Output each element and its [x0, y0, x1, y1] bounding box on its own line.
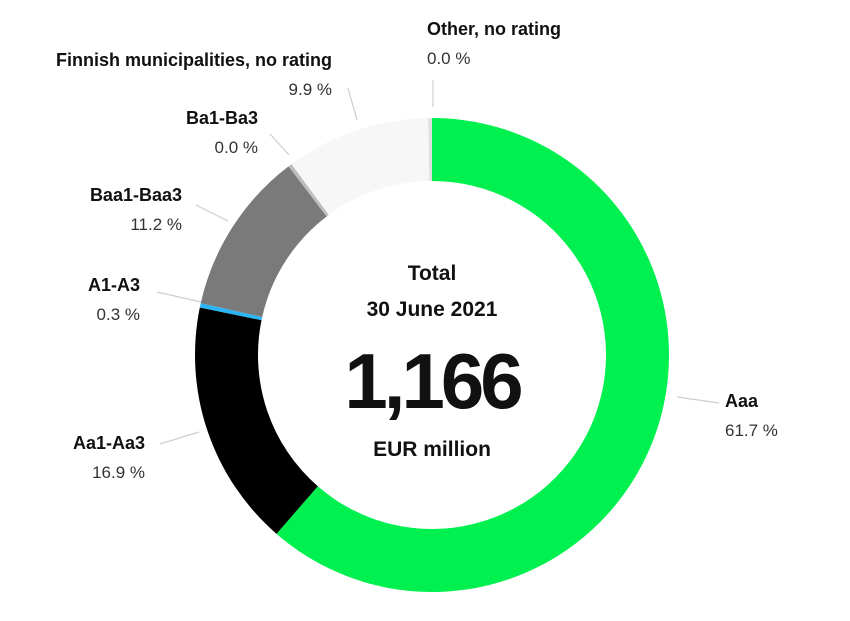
slice-ba1-ba3 — [288, 164, 329, 217]
slice-baa1-baa3 — [200, 166, 327, 317]
slice-finnish-municipalities — [291, 118, 430, 215]
center-total-value: 1,166 — [344, 337, 521, 425]
slice-label-other-no-rating: Other, no rating — [427, 19, 561, 39]
slice-value-ba1-ba3: 0.0 % — [215, 138, 258, 157]
slice-label-aaa: Aaa — [725, 391, 759, 411]
slice-value-baa1-baa3: 11.2 % — [130, 215, 182, 234]
donut-slices — [194, 118, 669, 592]
leader-line-a1-a3 — [156, 291, 202, 303]
slice-a1-a3 — [199, 303, 263, 321]
leader-line-ba1-ba3 — [269, 133, 290, 156]
leader-line-finnish-municipalities — [347, 87, 358, 121]
slice-aa1-aa3 — [194, 307, 318, 534]
slice-value-other-no-rating: 0.0 % — [427, 49, 470, 68]
slice-label-ba1-ba3: Ba1-Ba3 — [186, 108, 258, 128]
center-title-line2: 30 June 2021 — [367, 298, 498, 321]
slice-other-no-rating — [428, 118, 432, 182]
center-block: Total 30 June 2021 1,166 EUR million — [344, 262, 525, 461]
leader-lines — [156, 80, 720, 445]
slice-labels: Aaa 61.7 % Aa1-Aa3 16.9 % A1-A3 0.3 % Baa1-Baa… — [56, 19, 778, 482]
slice-value-a1-a3: 0.3 % — [97, 305, 140, 324]
slice-value-aaa: 61.7 % — [725, 421, 778, 440]
slice-aaa — [276, 118, 669, 592]
slice-value-aa1-aa3: 16.9 % — [92, 463, 145, 482]
center-title-line1: Total — [408, 262, 457, 285]
leader-line-aa1-aa3 — [159, 431, 200, 445]
center-unit: EUR million — [373, 438, 491, 461]
slice-label-a1-a3: A1-A3 — [88, 275, 140, 295]
slice-label-baa1-baa3: Baa1-Baa3 — [90, 185, 182, 205]
leader-line-baa1-baa3 — [195, 204, 229, 222]
slice-value-finnish-municipalities: 9.9 % — [289, 80, 332, 99]
leader-line-aaa — [676, 396, 720, 404]
slice-label-finnish-municipalities: Finnish municipalities, no rating — [56, 50, 332, 70]
slice-label-aa1-aa3: Aa1-Aa3 — [73, 433, 145, 453]
